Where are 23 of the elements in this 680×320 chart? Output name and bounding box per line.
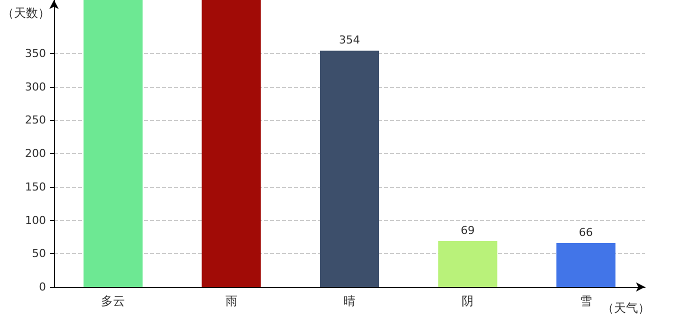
bar xyxy=(84,0,143,287)
x-tick-label: 阴 xyxy=(462,294,474,308)
y-axis-title: （天数） xyxy=(2,6,50,20)
bar xyxy=(202,0,261,287)
data-label: 66 xyxy=(578,226,593,239)
data-label: 69 xyxy=(460,224,475,237)
bar xyxy=(320,50,380,287)
bar xyxy=(438,240,498,287)
y-tick-label: 50 xyxy=(32,247,46,260)
x-axis-title: （天气） xyxy=(602,301,650,315)
y-tick-label: 300 xyxy=(25,80,46,94)
y-tick-label: 0 xyxy=(39,280,46,294)
y-tick-label: 200 xyxy=(25,147,46,160)
y-tick-label: 100 xyxy=(25,214,46,227)
y-tick-label: 250 xyxy=(25,114,46,127)
x-tick-label: 晴 xyxy=(344,294,356,308)
y-tick-label: 150 xyxy=(25,180,46,194)
y-tick-label: 350 xyxy=(25,46,46,60)
x-tick-label: 雨 xyxy=(225,294,238,308)
bar xyxy=(556,242,616,287)
x-tick-label: 雪 xyxy=(580,294,592,308)
data-label: 354 xyxy=(339,34,360,47)
x-tick-label: 多云 xyxy=(101,294,126,308)
